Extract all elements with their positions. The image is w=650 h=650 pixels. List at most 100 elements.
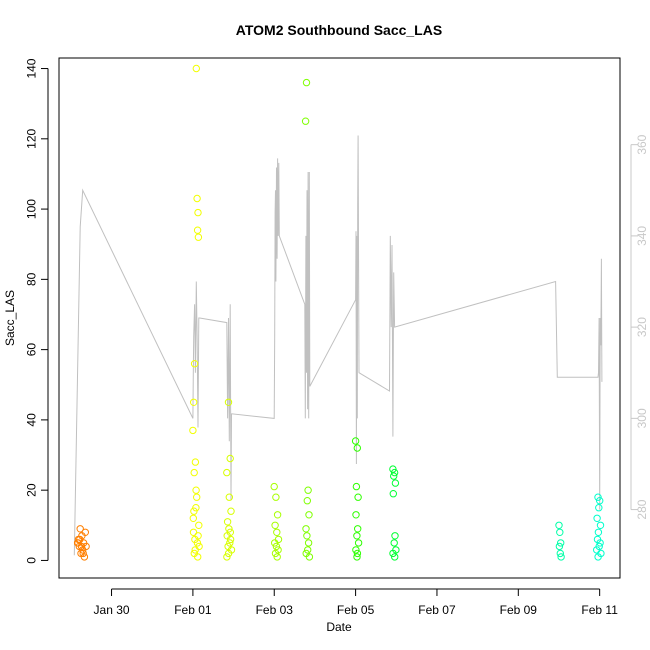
y2-tick-label: 360 [635, 134, 649, 154]
data-point-series-7 [390, 472, 398, 480]
data-point-series-5 [302, 525, 310, 533]
y-axis-label: Sacc_LAS [3, 290, 17, 346]
data-point-series-4 [271, 539, 279, 547]
data-point-series-4 [273, 553, 281, 561]
data-point-series-6 [353, 444, 361, 452]
data-point-series-3 [225, 525, 233, 533]
data-point-series-4 [273, 528, 281, 536]
data-point-series-4 [270, 482, 278, 491]
data-point-series-6 [353, 553, 361, 561]
data-point-series-2 [189, 528, 198, 536]
data-point-series-8 [555, 521, 563, 529]
data-point-series-4 [272, 542, 281, 551]
data-point-series-3 [223, 468, 231, 477]
x-tick-label: Feb 09 [500, 603, 538, 617]
data-point-series-9 [596, 521, 605, 529]
data-point-series-9 [596, 539, 604, 547]
data-point-series-7 [389, 549, 397, 558]
data-point-series-6 [352, 546, 360, 554]
x-tick-label: Jan 30 [94, 603, 130, 617]
y-tick-label: 0 [25, 557, 39, 564]
data-point-series-6 [354, 525, 362, 533]
data-point-series-2 [192, 64, 201, 73]
data-point-series-1 [82, 542, 90, 551]
data-point-series-2 [190, 507, 198, 515]
data-point-series-4 [274, 535, 283, 544]
data-point-series-7 [390, 539, 398, 547]
secondary-series-line [73, 135, 603, 556]
data-point-series-6 [353, 549, 362, 558]
x-tick-label: Feb 07 [418, 603, 456, 617]
data-point-series-7 [391, 479, 400, 487]
data-point-series-1 [79, 549, 87, 558]
data-point-series-2 [194, 532, 202, 540]
y2-tick-label: 320 [635, 317, 649, 337]
data-point-series-3 [223, 518, 232, 526]
data-point-series-9 [595, 504, 603, 512]
data-point-series-2 [189, 426, 197, 435]
data-point-series-2 [194, 208, 202, 217]
scatter-points-layer [73, 64, 605, 561]
data-point-series-6 [352, 511, 360, 519]
data-point-series-7 [390, 468, 399, 477]
y-tick-label: 40 [25, 413, 39, 427]
data-point-series-6 [353, 532, 361, 540]
data-point-series-3 [224, 549, 233, 558]
data-point-series-9 [596, 497, 604, 505]
y-tick-label: 20 [25, 483, 39, 497]
data-point-series-4 [271, 521, 279, 529]
data-point-series-5 [305, 553, 314, 561]
data-point-series-2 [192, 486, 200, 494]
data-point-series-6 [352, 482, 361, 491]
data-point-series-5 [304, 486, 312, 494]
data-point-series-3 [225, 493, 234, 501]
data-point-series-3 [223, 553, 231, 561]
data-point-series-5 [305, 511, 313, 519]
y-tick-label: 120 [25, 128, 39, 148]
data-point-series-2 [193, 226, 202, 234]
x-tick-label: Feb 11 [581, 603, 618, 617]
data-point-series-1 [76, 525, 84, 533]
data-point-series-6 [354, 493, 362, 501]
data-point-series-6 [351, 437, 360, 445]
data-point-series-7 [389, 465, 397, 473]
data-point-series-6 [354, 539, 363, 547]
data-point-series-4 [272, 493, 280, 501]
data-point-series-2 [194, 553, 202, 561]
x-tick-label: Feb 01 [174, 603, 212, 617]
data-point-series-7 [391, 553, 399, 561]
y-tick-label: 80 [25, 272, 39, 286]
data-point-series-4 [273, 511, 282, 519]
data-point-series-3 [226, 528, 235, 536]
x-axis-label: Date [326, 620, 352, 634]
data-point-series-1 [76, 535, 84, 544]
data-point-series-3 [224, 398, 233, 406]
data-point-series-2 [190, 468, 198, 477]
y-tick-label: 140 [25, 58, 39, 78]
data-point-series-8 [556, 528, 564, 536]
data-point-series-9 [594, 493, 602, 501]
data-point-series-4 [271, 549, 280, 558]
data-point-series-9 [594, 528, 603, 536]
data-point-series-7 [391, 532, 399, 540]
data-point-series-1 [81, 528, 90, 536]
x-tick-label: Feb 03 [256, 603, 294, 617]
data-point-series-2 [193, 539, 202, 547]
data-point-series-8 [555, 542, 564, 551]
data-point-series-3 [226, 539, 234, 547]
data-point-series-5 [301, 117, 310, 125]
data-point-series-3 [226, 535, 235, 544]
data-point-series-9 [594, 553, 602, 561]
data-point-series-2 [194, 233, 203, 241]
data-point-series-8 [557, 553, 565, 561]
data-point-series-5 [304, 546, 312, 554]
data-point-series-5 [303, 532, 311, 540]
chart-title: ATOM2 Southbound Sacc_LAS [236, 22, 442, 38]
data-point-series-2 [190, 360, 199, 368]
y2-tick-label: 300 [635, 408, 649, 428]
data-point-series-2 [195, 521, 203, 529]
data-point-series-3 [226, 454, 234, 463]
data-point-series-1 [77, 542, 86, 551]
x-tick-label: Feb 05 [337, 603, 375, 617]
data-point-series-2 [191, 458, 200, 466]
